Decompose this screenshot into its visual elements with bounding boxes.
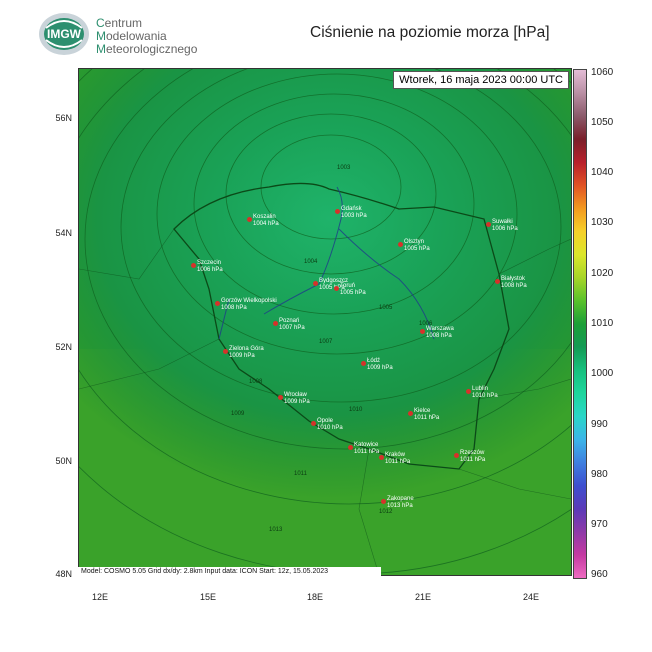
isobar-label: 1011 (294, 471, 307, 477)
city-label: Olsztyn 1005 hPa (404, 239, 430, 252)
city-label: Zakopane 1013 hPa (387, 496, 414, 509)
colorbar-label: 960 (591, 569, 608, 580)
city-label: Lublin 1010 hPa (472, 386, 498, 399)
city-marker (247, 217, 252, 222)
colorbar-label: 980 (591, 469, 608, 480)
colorbar-label: 990 (591, 419, 608, 430)
city-marker (191, 263, 196, 268)
lat-label: 50N (55, 456, 72, 466)
forecast-datetime: Wtorek, 16 maja 2023 00:00 UTC (393, 71, 569, 89)
city-label: Zielona Góra 1009 hPa (229, 346, 264, 359)
pressure-colorbar (573, 69, 587, 579)
city-marker (398, 242, 403, 247)
isobar-label: 1005 (379, 305, 393, 311)
city-label: Rzeszów 1011 hPa (460, 450, 486, 463)
city-label: Koszalin 1004 hPa (253, 214, 279, 227)
city-label: Warszawa 1008 hPa (426, 326, 454, 339)
city-marker (334, 286, 339, 291)
city-marker (420, 329, 425, 334)
map-title: Ciśnienie na poziomie morza [hPa] (310, 24, 550, 41)
isobar-label: 1009 (231, 411, 245, 417)
colorbar-label: 1020 (591, 268, 614, 279)
city-marker (335, 209, 340, 214)
city-label: Gorzów Wielkopolski 1008 hPa (221, 298, 277, 311)
isobar-label: 1007 (319, 339, 333, 345)
imgw-logo: IMGW (39, 13, 89, 55)
city-marker (361, 361, 366, 366)
city-label: Białystok 1008 hPa (501, 276, 527, 289)
city-label: Łódź 1009 hPa (367, 358, 393, 371)
colorbar-label: 1030 (591, 217, 614, 228)
city-label: Toruń 1005 hPa (340, 283, 366, 296)
lat-label: 48N (55, 569, 72, 579)
colorbar-label: 1000 (591, 368, 614, 379)
isobar-label: 1006 (419, 321, 433, 327)
colorbar-label: 1060 (591, 67, 614, 78)
city-marker (278, 395, 283, 400)
city-label: Kraków 1011 hPa (385, 452, 411, 465)
city-marker (466, 389, 471, 394)
city-marker (495, 279, 500, 284)
isobar-label: 1003 (337, 165, 351, 171)
organization-name: Centrum Modelowania Meteorologicznego (96, 16, 198, 56)
pressure-field (79, 69, 571, 575)
city-marker (311, 421, 316, 426)
lon-label: 24E (522, 592, 539, 602)
lat-label: 54N (55, 228, 72, 238)
colorbar-label: 1050 (591, 117, 614, 128)
isobar-label: 1012 (379, 509, 393, 515)
city-label: Bydgoszcz 1005 hPa (319, 278, 349, 291)
city-label: Kielce 1011 hPa (414, 408, 440, 421)
city-label: Wrocław 1009 hPa (284, 392, 310, 405)
lon-label: 21E (414, 592, 431, 602)
isobar-label: 1010 (349, 407, 363, 413)
city-marker (215, 301, 220, 306)
city-marker (273, 321, 278, 326)
city-marker (486, 222, 491, 227)
city-label: Suwałki 1006 hPa (492, 219, 518, 232)
city-label: Katowice 1011 hPa (354, 442, 380, 455)
isobar-label: 1004 (304, 259, 318, 265)
city-marker (379, 455, 384, 460)
lat-label: 56N (55, 113, 72, 123)
colorbar-label: 1040 (591, 167, 614, 178)
pressure-map: Wtorek, 16 maja 2023 00:00 UTC Gdańsk 100… (78, 68, 572, 576)
city-marker (223, 349, 228, 354)
city-label: Gdańsk 1003 hPa (341, 206, 367, 219)
city-marker (454, 453, 459, 458)
colorbar-label: 1010 (591, 318, 614, 329)
isobar-label: 1008 (249, 379, 263, 385)
lat-label: 52N (55, 342, 72, 352)
city-marker (313, 281, 318, 286)
lon-label: 12E (91, 592, 108, 602)
isobar-label: 1013 (269, 527, 283, 533)
city-label: Szczecin 1006 hPa (197, 260, 223, 273)
lon-label: 15E (199, 592, 216, 602)
colorbar-label: 970 (591, 519, 608, 530)
city-label: Poznań 1007 hPa (279, 318, 305, 331)
logo-text: IMGW (47, 27, 82, 41)
city-marker (381, 499, 386, 504)
lon-label: 18E (306, 592, 323, 602)
city-marker (348, 445, 353, 450)
city-label: Opole 1010 hPa (317, 418, 343, 431)
city-marker (408, 411, 413, 416)
model-info-footer: Model: COSMO 5.05 Grid dx/dy: 2.8km Inpu… (78, 567, 381, 576)
